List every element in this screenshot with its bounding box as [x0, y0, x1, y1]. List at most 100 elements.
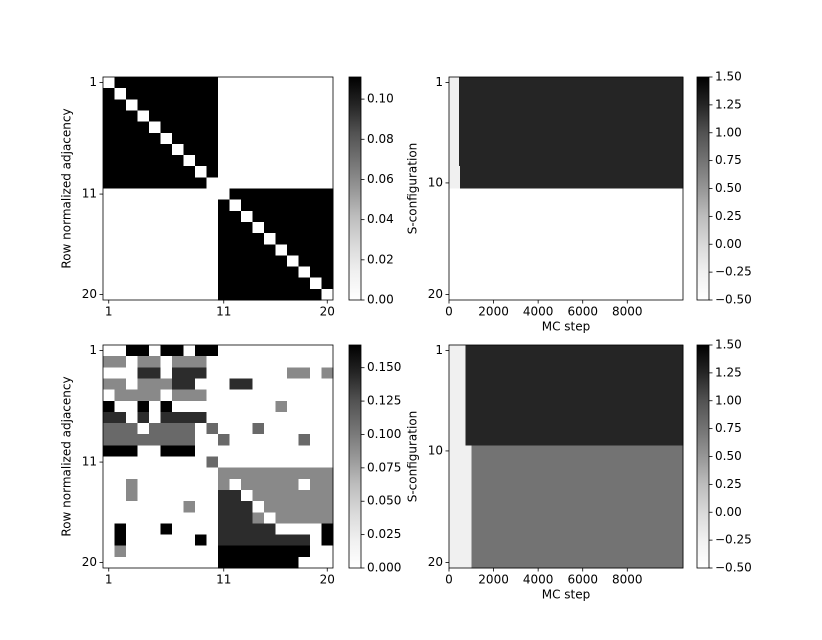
heatmap-cell [449, 244, 460, 256]
heatmap-cell [195, 389, 207, 402]
heatmap-cell [160, 132, 173, 145]
heatmap-cell [172, 288, 184, 301]
heatmap-cell [149, 501, 161, 513]
heatmap-cell [183, 423, 196, 435]
heatmap-cell [321, 512, 334, 524]
heatmap-cell [264, 143, 276, 156]
colorbar [348, 76, 362, 301]
heatmap-cell [160, 434, 173, 446]
heatmap-cell [172, 244, 184, 256]
heatmap-cell [321, 467, 334, 480]
heatmap-cell [449, 400, 467, 413]
heatmap-cell [321, 534, 334, 546]
heatmap-cell [172, 110, 184, 122]
x-tick-label: 2000 [478, 573, 509, 587]
heatmap-cell [287, 233, 299, 245]
heatmap-cell [321, 255, 334, 267]
heatmap-cell [126, 255, 138, 267]
heatmap-cell [114, 277, 127, 290]
heatmap-cell [218, 501, 230, 513]
heatmap-cell [137, 445, 150, 457]
heatmap-cell [287, 221, 299, 234]
heatmap-cell [460, 244, 684, 256]
heatmap-cell [459, 221, 461, 234]
heatmap-cell [287, 288, 299, 301]
colorbar-tick-label: −0.50 [715, 293, 752, 307]
heatmap-cell [252, 99, 265, 111]
heatmap-cell [126, 356, 138, 368]
heatmap-cell [114, 378, 127, 390]
heatmap-cell [126, 210, 138, 223]
heatmap-cell [114, 244, 127, 256]
heatmap-cell [459, 166, 461, 178]
heatmap-cell [195, 467, 207, 480]
heatmap-cell [160, 456, 173, 468]
heatmap-cell [103, 110, 115, 122]
heatmap-cell [264, 244, 276, 256]
heatmap-cell [183, 77, 196, 89]
heatmap-cell [172, 556, 184, 569]
heatmap-cell [310, 489, 322, 502]
heatmap-cell [241, 434, 253, 446]
heatmap-cell [471, 489, 684, 502]
heatmap-cell [172, 534, 184, 546]
y-axis-label: Row normalized adjacency [60, 108, 74, 268]
colorbar-tick-label: 0.08 [367, 132, 394, 146]
heatmap-cell [103, 77, 115, 89]
y-tick-label: 20 [82, 287, 97, 301]
y-tick-label: 11 [82, 455, 97, 469]
heatmap-cell [287, 478, 299, 491]
colorbar-tick-label: 0.25 [715, 209, 742, 223]
heatmap-cell [229, 255, 242, 267]
heatmap-cell [183, 501, 196, 513]
heatmap-cell [471, 445, 684, 457]
heatmap-cell [183, 266, 196, 278]
heatmap-cell [298, 266, 311, 278]
heatmap-cell [471, 523, 684, 535]
heatmap-cell [275, 255, 288, 267]
colorbar-tick-label: 0.06 [367, 172, 394, 186]
heatmap-cell [465, 545, 472, 558]
heatmap-cell [126, 99, 138, 111]
heatmap-cell [252, 467, 265, 480]
heatmap-cell [465, 423, 472, 435]
heatmap-cell [149, 210, 161, 223]
heatmap-cell [183, 456, 196, 468]
heatmap-cell [172, 467, 184, 480]
heatmap-cell [310, 266, 322, 278]
heatmap-cell [275, 367, 288, 379]
heatmap-cell [195, 221, 207, 234]
y-tick-label: 10 [428, 443, 443, 457]
colorbar-tick-label: 0.25 [715, 477, 742, 491]
heatmap-cell [114, 88, 127, 100]
heatmap-cell [275, 478, 288, 491]
heatmap-cell [310, 434, 322, 446]
heatmap-cell [206, 155, 219, 167]
heatmap-cell [137, 233, 150, 245]
heatmap-cell [103, 367, 115, 379]
heatmap-cell [275, 143, 288, 156]
heatmap-cell [218, 534, 230, 546]
heatmap-cell [172, 99, 184, 111]
heatmap-cell [137, 255, 150, 267]
heatmap-cell [310, 367, 322, 379]
heatmap-cell [218, 210, 230, 223]
heatmap-cell [275, 199, 288, 212]
y-tick-label: 11 [82, 187, 97, 201]
heatmap-cell [206, 233, 219, 245]
heatmap-cell [275, 512, 288, 524]
heatmap-cell [172, 132, 184, 145]
heatmap-cell [126, 266, 138, 278]
heatmap-cell [449, 445, 467, 457]
heatmap-cell [160, 221, 173, 234]
heatmap-cell [218, 356, 230, 368]
heatmap-cell [103, 155, 115, 167]
x-tick-label: 6000 [567, 305, 598, 319]
heatmap-cell [183, 277, 196, 290]
x-tick-label: 20 [320, 573, 335, 587]
heatmap-cell [160, 501, 173, 513]
heatmap-cell [206, 378, 219, 390]
heatmap-cell [252, 132, 265, 145]
heatmap-cell [160, 88, 173, 100]
heatmap-cell [114, 456, 127, 468]
